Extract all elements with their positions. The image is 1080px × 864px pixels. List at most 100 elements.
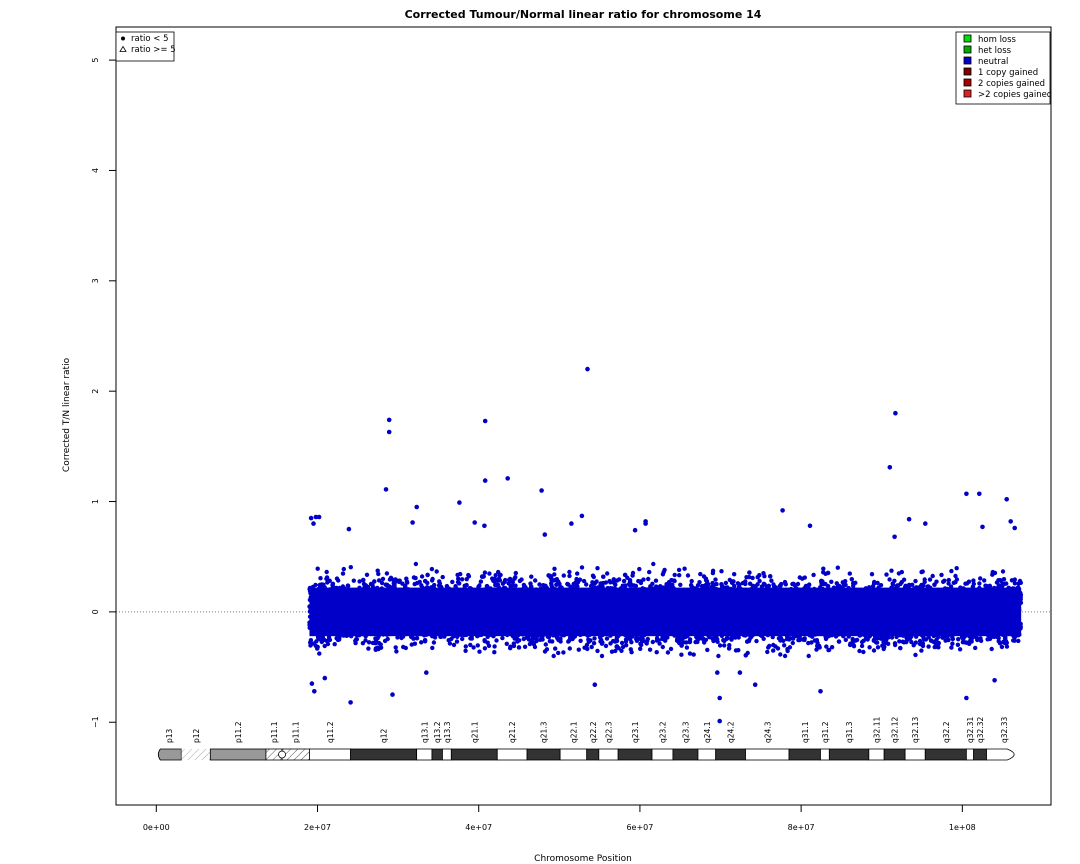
data-point xyxy=(313,643,319,649)
data-point xyxy=(682,566,687,571)
data-point xyxy=(869,572,875,577)
data-point xyxy=(956,637,961,642)
data-point xyxy=(957,647,963,652)
data-point xyxy=(909,639,914,645)
data-point xyxy=(719,569,724,574)
data-point xyxy=(859,639,865,645)
data-point xyxy=(322,643,327,649)
data-point xyxy=(660,572,666,577)
data-point xyxy=(782,643,787,648)
data-point xyxy=(317,651,322,656)
data-point xyxy=(494,638,499,643)
data-point xyxy=(717,643,723,648)
data-point xyxy=(628,647,633,652)
data-point xyxy=(401,644,406,650)
data-point xyxy=(481,574,486,579)
data-point xyxy=(395,635,400,640)
data-points xyxy=(307,366,1024,724)
data-point xyxy=(477,583,482,588)
chart-title: Corrected Tumour/Normal linear ratio for… xyxy=(405,8,762,21)
data-point xyxy=(360,641,366,646)
data-point xyxy=(821,566,826,571)
data-point xyxy=(874,640,880,645)
data-point xyxy=(851,643,856,648)
data-point xyxy=(456,576,461,581)
data-point xyxy=(771,648,776,653)
data-point xyxy=(460,636,465,642)
data-point xyxy=(431,640,437,645)
x-axis-label: Chromosome Position xyxy=(534,854,632,864)
data-point xyxy=(849,577,854,582)
data-point xyxy=(549,582,554,588)
data-point xyxy=(517,578,523,584)
data-point xyxy=(936,640,941,646)
data-point xyxy=(806,653,811,659)
data-point xyxy=(966,579,972,584)
data-point xyxy=(949,568,954,574)
data-point xyxy=(906,582,912,588)
data-point xyxy=(567,646,572,651)
data-point xyxy=(691,652,696,657)
data-point xyxy=(934,644,940,649)
data-point xyxy=(429,566,435,572)
data-point xyxy=(561,650,566,655)
data-point xyxy=(698,571,703,577)
data-point xyxy=(351,578,356,583)
data-point xyxy=(806,583,811,588)
data-point xyxy=(647,647,653,652)
data-point xyxy=(857,648,862,654)
data-point xyxy=(701,574,707,579)
data-point xyxy=(561,573,566,578)
data-point xyxy=(541,583,546,588)
data-point xyxy=(662,567,667,573)
data-point xyxy=(394,649,399,654)
data-point xyxy=(943,638,948,643)
data-point xyxy=(357,579,362,584)
data-point xyxy=(430,645,435,651)
data-point xyxy=(393,645,398,650)
data-point xyxy=(926,644,931,649)
data-point xyxy=(889,635,895,640)
data-point xyxy=(714,581,719,587)
data-point xyxy=(939,572,944,578)
data-point xyxy=(608,580,613,585)
data-point xyxy=(513,583,518,588)
data-point xyxy=(326,635,332,640)
data-point xyxy=(463,644,468,649)
data-point xyxy=(1016,638,1021,644)
data-point xyxy=(660,644,665,650)
data-point xyxy=(681,635,686,640)
data-point xyxy=(934,637,939,642)
data-point xyxy=(654,638,660,643)
data-point xyxy=(732,572,737,577)
data-point xyxy=(843,637,848,642)
data-point xyxy=(895,583,901,588)
data-point xyxy=(684,645,690,650)
data-point xyxy=(677,573,682,578)
data-point xyxy=(440,574,445,580)
data-point xyxy=(591,641,597,646)
data-point xyxy=(336,578,341,583)
data-point xyxy=(599,653,605,659)
data-point xyxy=(685,573,691,578)
data-point xyxy=(824,644,829,649)
data-point xyxy=(385,636,390,642)
data-point xyxy=(413,561,419,567)
data-point xyxy=(529,574,534,579)
data-point xyxy=(1011,638,1016,643)
data-point xyxy=(450,579,455,585)
data-point xyxy=(616,577,622,582)
data-point xyxy=(315,566,320,571)
data-point xyxy=(379,580,385,586)
data-point xyxy=(496,569,501,575)
data-point xyxy=(665,650,671,655)
data-point xyxy=(769,578,774,583)
data-point xyxy=(1000,569,1006,574)
data-point xyxy=(330,581,336,586)
data-point xyxy=(637,566,642,572)
data-point xyxy=(653,578,659,583)
data-point xyxy=(829,579,834,584)
data-point xyxy=(668,646,674,652)
data-point xyxy=(978,576,983,581)
data-point xyxy=(613,639,618,644)
